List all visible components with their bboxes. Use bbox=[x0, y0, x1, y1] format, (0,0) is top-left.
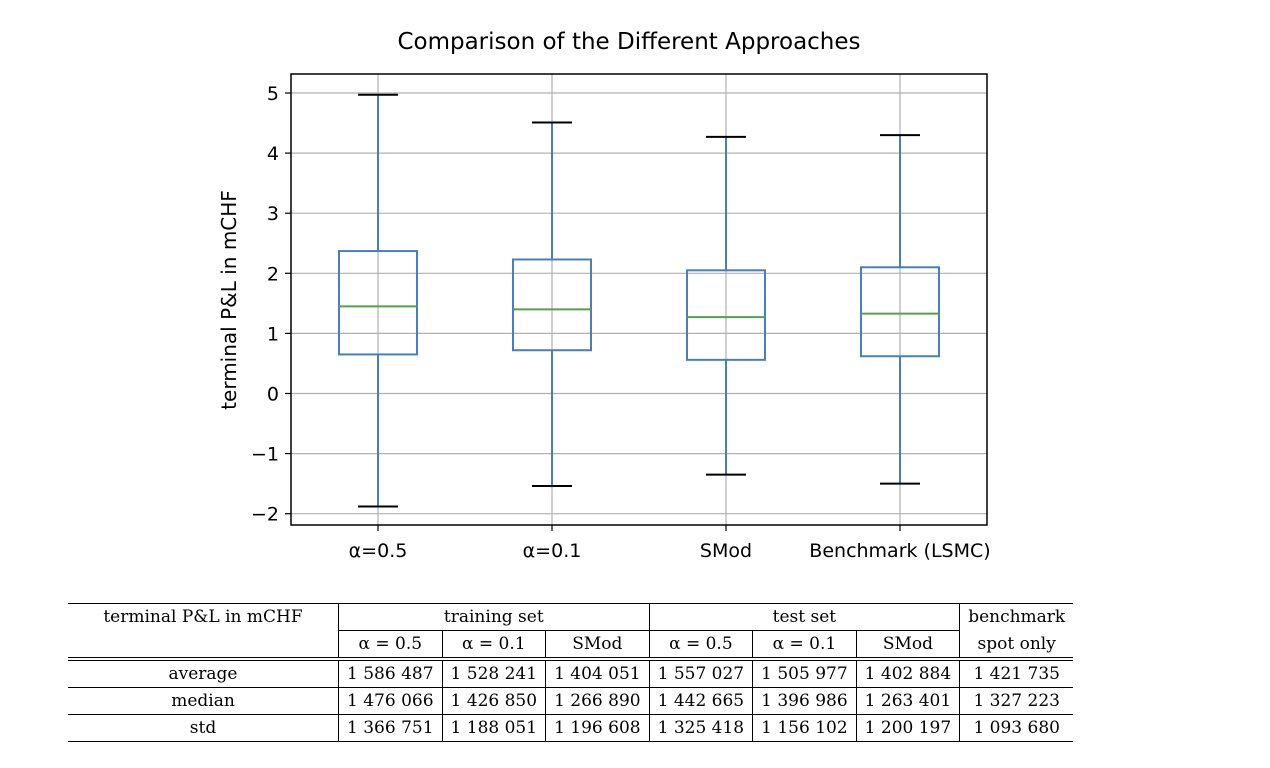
table-group-header-row: terminal P&L in mCHF training set test s… bbox=[68, 603, 1074, 631]
table-row: std 1 366 751 1 188 051 1 196 608 1 325 … bbox=[68, 714, 1074, 742]
table-cell: 1 442 665 bbox=[648, 687, 753, 715]
box-1 bbox=[338, 93, 418, 508]
table-cell: 1 402 884 bbox=[855, 659, 960, 688]
chart-title: Comparison of the Different Approaches bbox=[397, 29, 860, 55]
table-cell: 1 327 223 bbox=[959, 687, 1074, 715]
x-tick-label: α=0.5 bbox=[349, 540, 408, 562]
box-2 bbox=[512, 121, 592, 488]
table-cell: 1 266 890 bbox=[545, 687, 650, 715]
table-row-header: terminal P&L in mCHF bbox=[68, 603, 339, 631]
table-cell: 1 505 977 bbox=[752, 659, 857, 688]
x-tick-label: α=0.1 bbox=[523, 540, 582, 562]
table-cell: 1 396 986 bbox=[752, 687, 857, 715]
table-cell: 1 421 735 bbox=[959, 659, 1074, 688]
iqr-box bbox=[686, 269, 766, 361]
table-cell: 1 557 027 bbox=[648, 659, 753, 688]
iqr-box bbox=[512, 258, 592, 352]
table-cell: 1 093 680 bbox=[959, 714, 1074, 742]
table-cell: 1 188 051 bbox=[441, 714, 546, 742]
group-training-set: training set bbox=[338, 603, 650, 631]
subheader-test-alpha-05: α = 0.5 bbox=[648, 630, 753, 661]
y-tick-label: 2 bbox=[267, 263, 279, 285]
subheader-train-alpha-05: α = 0.5 bbox=[338, 630, 443, 661]
table-row: median 1 476 066 1 426 850 1 266 890 1 4… bbox=[68, 687, 1074, 715]
y-tick-label: 5 bbox=[267, 83, 279, 105]
y-tick-label: −2 bbox=[251, 504, 279, 526]
table-cell: 1 263 401 bbox=[855, 687, 960, 715]
subheader-train-smod: SMod bbox=[545, 630, 650, 661]
subheader-spot-only: spot only bbox=[959, 630, 1074, 661]
table-subheader-row: α = 0.5 α = 0.1 SMod α = 0.5 α = 0.1 SMo… bbox=[68, 630, 1074, 661]
subheader-test-alpha-01: α = 0.1 bbox=[752, 630, 857, 661]
box-4 bbox=[860, 134, 940, 485]
table-cell: 1 586 487 bbox=[338, 659, 443, 688]
x-tick-label: Benchmark (LSMC) bbox=[809, 540, 990, 562]
table-cell: 1 200 197 bbox=[855, 714, 960, 742]
row-label: average bbox=[68, 659, 339, 688]
table-cell: 1 528 241 bbox=[441, 659, 546, 688]
y-tick-label: 3 bbox=[267, 203, 279, 225]
group-test-set: test set bbox=[648, 603, 960, 631]
iqr-box bbox=[338, 250, 418, 356]
table-cell: 1 366 751 bbox=[338, 714, 443, 742]
table-cell: 1 426 850 bbox=[441, 687, 546, 715]
plot-frame bbox=[290, 73, 988, 526]
x-axis-ticks: α=0.5 α=0.1 SMod Benchmark (LSMC) bbox=[349, 525, 991, 562]
y-tick-label: 4 bbox=[267, 143, 279, 165]
y-tick-label: 0 bbox=[267, 384, 279, 406]
subheader-train-alpha-01: α = 0.1 bbox=[441, 630, 546, 661]
y-tick-label: 1 bbox=[267, 323, 279, 345]
boxplot-chart: Comparison of the Different Approaches t… bbox=[217, 29, 991, 562]
subheader-test-smod: SMod bbox=[855, 630, 960, 661]
table-cell: 1 476 066 bbox=[338, 687, 443, 715]
row-label: std bbox=[68, 714, 339, 742]
table-row: average 1 586 487 1 528 241 1 404 051 1 … bbox=[68, 659, 1074, 688]
group-benchmark: benchmark bbox=[959, 603, 1074, 631]
y-tick-label: −1 bbox=[251, 444, 279, 466]
x-tick-label: SMod bbox=[700, 540, 752, 562]
box-3 bbox=[686, 135, 766, 476]
iqr-box bbox=[860, 266, 940, 358]
table-cell: 1 404 051 bbox=[545, 659, 650, 688]
table-cell: 1 196 608 bbox=[545, 714, 650, 742]
table-row-header-gap bbox=[68, 630, 339, 661]
table-cell: 1 156 102 bbox=[752, 714, 857, 742]
results-table: terminal P&L in mCHF training set test s… bbox=[68, 603, 1074, 742]
row-label: median bbox=[68, 687, 339, 715]
y-axis-ticks: 5 4 3 2 1 0 −1 −2 bbox=[251, 83, 291, 526]
y-axis-label: terminal P&L in mCHF bbox=[217, 190, 241, 410]
boxes bbox=[338, 93, 940, 508]
grid-lines bbox=[291, 74, 987, 525]
table-cell: 1 325 418 bbox=[648, 714, 753, 742]
